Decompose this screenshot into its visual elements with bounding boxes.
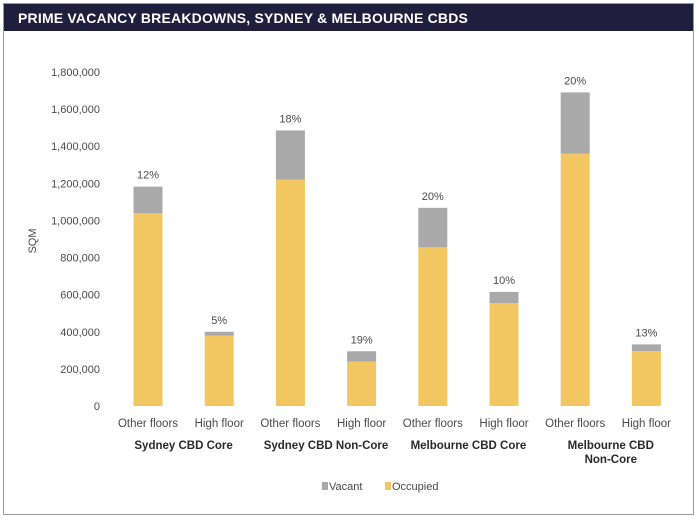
y-tick-label: 1,400,000 <box>51 141 100 153</box>
chart-title: PRIME VACANCY BREAKDOWNS, SYDNEY & MELBO… <box>18 10 469 26</box>
y-tick-label: 1,200,000 <box>51 178 100 190</box>
legend-swatch <box>385 482 391 490</box>
bar-vacant <box>418 207 448 248</box>
bar-occupied <box>275 179 305 406</box>
bar-vacant <box>275 130 305 180</box>
bar-vacant <box>489 291 519 304</box>
data-label: 18% <box>279 113 301 125</box>
legend-label: Occupied <box>392 481 438 493</box>
data-label: 12% <box>137 170 159 182</box>
category-label: High floor <box>622 418 671 430</box>
y-tick-label: 1,000,000 <box>51 215 100 227</box>
bar-vacant <box>133 186 163 214</box>
bar-occupied <box>560 153 590 406</box>
bar-vacant <box>347 351 377 362</box>
bar-occupied <box>133 213 163 406</box>
y-tick-label: 600,000 <box>60 290 100 302</box>
y-tick-label: 800,000 <box>60 253 100 265</box>
y-tick-label: 400,000 <box>60 327 100 339</box>
bar-occupied <box>631 351 661 406</box>
data-label: 19% <box>351 334 373 346</box>
group-label: Sydney CBD Core <box>134 440 232 452</box>
category-label: High floor <box>195 418 244 430</box>
data-label: 20% <box>422 191 444 203</box>
bar-occupied <box>489 303 519 406</box>
bar-vacant <box>204 331 234 336</box>
category-label: Other floors <box>260 418 320 430</box>
legend-label: Vacant <box>329 481 362 493</box>
bar-occupied <box>347 361 377 406</box>
group-label: Sydney CBD Non-Core <box>264 440 389 452</box>
category-label: High floor <box>337 418 386 430</box>
group-label: Melbourne CBD <box>568 440 654 452</box>
bar-vacant <box>631 344 661 352</box>
bar-vacant <box>560 92 590 154</box>
category-label: Other floors <box>118 418 178 430</box>
category-label: Other floors <box>403 418 463 430</box>
data-label: 10% <box>493 275 515 287</box>
bar-occupied <box>418 247 448 406</box>
group-label: Non-Core <box>585 454 637 466</box>
category-label: High floor <box>479 418 528 430</box>
y-tick-label: 200,000 <box>60 364 100 376</box>
y-tick-label: 0 <box>94 401 100 413</box>
group-label: Melbourne CBD Core <box>411 440 527 452</box>
bar-occupied <box>204 335 234 406</box>
legend-swatch <box>322 482 328 490</box>
data-label: 20% <box>564 75 586 87</box>
category-label: Other floors <box>545 418 605 430</box>
y-axis-label: SQM <box>27 228 39 253</box>
y-tick-label: 1,600,000 <box>51 104 100 116</box>
data-label: 5% <box>211 315 227 327</box>
y-tick-label: 1,800,000 <box>51 67 100 79</box>
data-label: 13% <box>635 327 657 339</box>
title-bar: PRIME VACANCY BREAKDOWNS, SYDNEY & MELBO… <box>4 4 693 31</box>
